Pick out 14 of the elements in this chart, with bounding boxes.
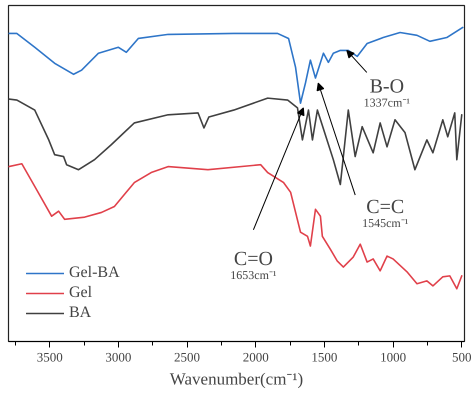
x-tick-label: 2500 xyxy=(174,350,200,364)
annotation: C=C 1545cm⁻¹ xyxy=(362,196,409,230)
x-axis-title: Wavenumber(cm⁻¹) xyxy=(170,370,304,388)
x-tick-label: 3000 xyxy=(105,350,132,364)
legend-label: Gel xyxy=(69,284,92,302)
annotation: C=O 1653cm⁻¹ xyxy=(230,248,277,282)
annotation: B-O 1337cm⁻¹ xyxy=(364,75,410,110)
x-tick-label: 2000 xyxy=(242,350,269,364)
legend-label: Gel-BA xyxy=(69,264,120,282)
x-tick-label: 3500 xyxy=(36,350,63,364)
x-tick-label: 1000 xyxy=(380,350,406,364)
x-tick-label: 500 xyxy=(452,350,472,364)
x-tick-label: 1500 xyxy=(311,350,338,364)
legend-label: BA xyxy=(69,304,92,322)
